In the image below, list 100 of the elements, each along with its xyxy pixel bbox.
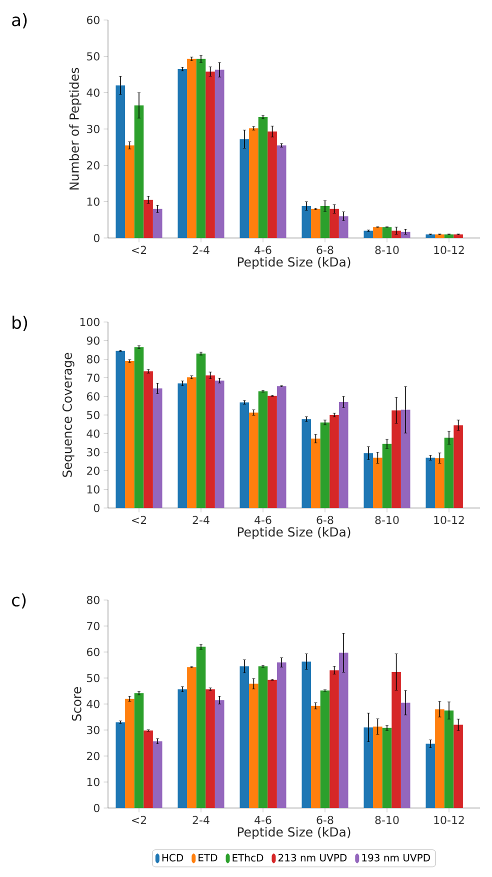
bar bbox=[392, 410, 401, 508]
y-tick-label: 100 bbox=[80, 318, 100, 326]
bar bbox=[373, 458, 382, 508]
x-axis-title: Peptide Size (kDa) bbox=[238, 826, 350, 840]
bar bbox=[392, 230, 401, 238]
bar bbox=[125, 361, 134, 508]
bar bbox=[400, 410, 410, 508]
bar bbox=[311, 208, 320, 238]
y-axis-title: Sequence Coverage bbox=[62, 352, 74, 477]
bar bbox=[373, 227, 382, 238]
bar bbox=[338, 402, 348, 508]
y-axis-title: Number of Peptides bbox=[69, 68, 82, 190]
bar bbox=[214, 380, 224, 508]
y-tick-label: 40 bbox=[86, 429, 100, 438]
bar bbox=[125, 698, 134, 808]
y-tick-label: 20 bbox=[87, 161, 100, 170]
bar bbox=[435, 458, 444, 508]
bar bbox=[134, 347, 144, 508]
x-tick-label: 6-8 bbox=[316, 816, 334, 824]
bar bbox=[178, 383, 188, 508]
bar bbox=[426, 458, 436, 508]
bar bbox=[302, 206, 312, 238]
bar bbox=[268, 680, 277, 808]
bar bbox=[330, 670, 339, 808]
bar bbox=[382, 728, 392, 808]
x-tick-label: 10-12 bbox=[434, 246, 464, 254]
x-tick-label: 8-10 bbox=[375, 816, 399, 824]
x-tick-label: 2-4 bbox=[192, 246, 210, 254]
chart-title: c) bbox=[12, 593, 26, 609]
bar bbox=[268, 396, 277, 508]
x-tick-label: 8-10 bbox=[375, 516, 399, 524]
bar bbox=[435, 709, 444, 808]
y-tick-label: 50 bbox=[87, 674, 100, 682]
x-tick-label: 4-6 bbox=[254, 516, 272, 524]
bar bbox=[444, 234, 454, 238]
y-tick-label: 10 bbox=[87, 198, 100, 206]
bar bbox=[400, 702, 410, 808]
bar bbox=[240, 402, 250, 508]
bar bbox=[206, 375, 215, 508]
bar bbox=[373, 726, 382, 808]
bar bbox=[302, 662, 312, 808]
y-tick-label: 90 bbox=[86, 336, 100, 345]
bar bbox=[214, 700, 224, 808]
legend-label: ETD bbox=[198, 854, 218, 862]
legend-label: 193 nm UVPD bbox=[362, 854, 430, 862]
bar bbox=[214, 70, 224, 238]
bar bbox=[144, 371, 153, 508]
y-tick-label: 80 bbox=[86, 596, 100, 604]
legend-label: EThcD bbox=[232, 854, 264, 862]
bar bbox=[206, 72, 215, 238]
bar bbox=[134, 693, 144, 808]
x-tick-label: 2-4 bbox=[192, 816, 210, 824]
x-tick-label: <2 bbox=[132, 816, 146, 824]
x-tick-label: 2-4 bbox=[192, 516, 210, 524]
chart-title: b) bbox=[12, 316, 28, 331]
bar bbox=[311, 438, 320, 508]
x-tick-label: 4-6 bbox=[254, 246, 272, 254]
bar bbox=[320, 422, 330, 508]
y-tick-label: 60 bbox=[86, 16, 100, 24]
y-tick-label: 10 bbox=[87, 778, 100, 786]
x-tick-label: 4-6 bbox=[254, 816, 272, 824]
bar bbox=[311, 706, 320, 808]
bar bbox=[206, 689, 215, 808]
y-tick-label: 30 bbox=[87, 726, 100, 734]
bar bbox=[320, 690, 330, 808]
y-tick-label: 70 bbox=[87, 374, 100, 382]
y-tick-label: 50 bbox=[87, 52, 100, 60]
bar bbox=[116, 350, 126, 508]
x-axis-title: Peptide Size (kDa) bbox=[238, 256, 350, 270]
y-tick-label: 20 bbox=[87, 466, 100, 475]
bar bbox=[134, 105, 144, 238]
bar bbox=[364, 727, 374, 808]
bar bbox=[364, 230, 374, 238]
bar bbox=[338, 652, 348, 808]
bar bbox=[196, 646, 206, 808]
y-tick-label: 30 bbox=[87, 448, 100, 456]
y-tick-label: 40 bbox=[86, 88, 100, 97]
x-tick-label: 6-8 bbox=[316, 516, 334, 524]
bar bbox=[187, 58, 196, 238]
bar bbox=[152, 388, 162, 508]
y-tick-label: 40 bbox=[86, 700, 100, 708]
bar bbox=[392, 672, 401, 808]
bar bbox=[196, 58, 206, 238]
bar bbox=[144, 200, 153, 238]
bar bbox=[454, 425, 463, 508]
bar bbox=[258, 666, 268, 808]
y-tick-label: 0 bbox=[94, 804, 100, 812]
bar bbox=[435, 234, 444, 238]
bar bbox=[268, 132, 277, 238]
bar bbox=[302, 419, 312, 508]
bar bbox=[258, 117, 268, 238]
x-axis-title: Peptide Size (kDa) bbox=[238, 526, 350, 540]
bar bbox=[382, 444, 392, 508]
bar bbox=[444, 710, 454, 808]
bar bbox=[116, 722, 126, 808]
bar bbox=[276, 145, 286, 238]
x-tick-label: 6-8 bbox=[316, 246, 334, 254]
y-tick-label: 50 bbox=[87, 410, 100, 420]
bar bbox=[400, 232, 410, 238]
bar bbox=[125, 145, 134, 238]
